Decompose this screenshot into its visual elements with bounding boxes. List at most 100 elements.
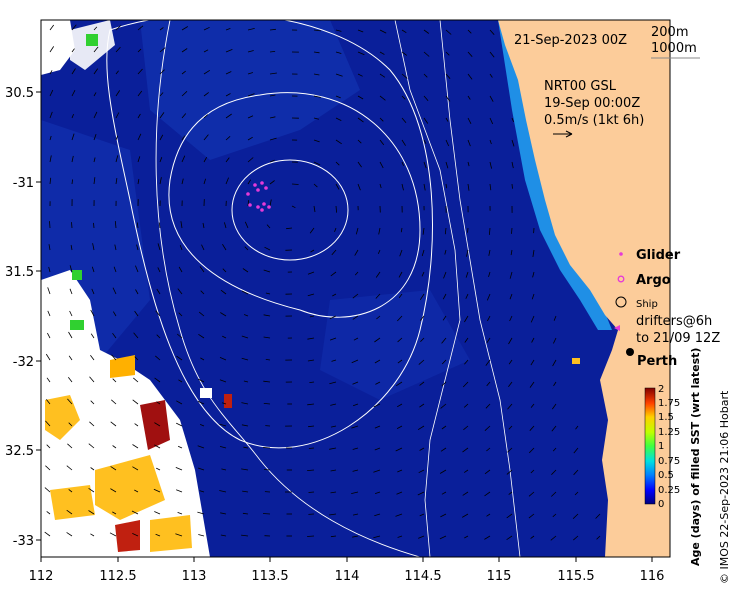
current-vector (203, 92, 209, 97)
current-vector (307, 337, 315, 340)
current-vector (357, 161, 362, 168)
current-vector (462, 381, 469, 388)
current-vector (423, 183, 426, 191)
current-vector (551, 469, 557, 475)
current-vector (112, 378, 117, 383)
current-vector (181, 178, 184, 185)
current-vector (444, 249, 447, 255)
current-vector (379, 183, 382, 189)
current-vector (508, 425, 513, 430)
current-vector (93, 157, 96, 163)
current-vector (115, 155, 119, 163)
current-vector (445, 51, 450, 56)
current-vector (199, 266, 205, 273)
current-vector (420, 337, 425, 342)
current-vector (529, 425, 535, 431)
current-vector (401, 139, 406, 146)
current-vector (66, 465, 73, 471)
current-vector (352, 403, 359, 407)
current-vector (400, 227, 403, 233)
current-vector (445, 117, 449, 122)
current-vector (49, 177, 52, 185)
current-vector (88, 510, 95, 515)
current-vector (175, 467, 183, 471)
current-vector (329, 381, 337, 385)
current-vector (45, 399, 51, 405)
current-vector (357, 51, 365, 56)
current-vector (352, 535, 359, 538)
current-vector (313, 95, 321, 98)
current-vector (528, 513, 535, 519)
current-vector (374, 425, 381, 429)
sea-level-contour (231, 159, 349, 261)
current-vector (49, 111, 53, 119)
current-vector (67, 443, 73, 449)
current-vector (467, 227, 469, 233)
current-vector (222, 243, 227, 251)
current-vector (330, 469, 337, 472)
current-vector (510, 249, 513, 256)
current-vector (313, 205, 316, 213)
current-vector (67, 398, 73, 405)
current-vector (445, 139, 450, 147)
current-vector (529, 381, 535, 388)
current-vector (134, 423, 139, 427)
current-vector (197, 445, 205, 449)
current-vector (530, 469, 535, 474)
current-vector (247, 28, 255, 31)
current-vector (463, 403, 469, 408)
current-vector (422, 227, 425, 235)
current-vector (132, 399, 139, 405)
current-vector (93, 92, 97, 97)
current-vector (177, 288, 183, 295)
current-vector (506, 535, 513, 541)
current-vector (112, 287, 117, 295)
current-vector (159, 177, 162, 185)
current-vector (156, 334, 161, 339)
current-vector (176, 400, 183, 405)
current-vector (373, 469, 381, 473)
current-vector (269, 116, 276, 119)
current-vector (67, 377, 73, 383)
current-vector (508, 337, 513, 345)
current-vector (242, 512, 249, 515)
current-vector (90, 533, 95, 537)
drifter-marker (614, 325, 620, 331)
current-vector (335, 73, 343, 77)
current-vector (156, 467, 161, 471)
current-vector (46, 511, 51, 515)
current-vector (489, 29, 495, 35)
current-vector (115, 90, 121, 97)
current-vector (484, 469, 491, 475)
current-vector (88, 487, 95, 493)
missing-data-region (41, 270, 210, 557)
current-vector (374, 359, 381, 364)
current-vector (132, 466, 139, 471)
current-vector (313, 183, 318, 188)
current-vector (313, 139, 320, 143)
current-vector (225, 93, 231, 97)
current-vector (330, 425, 337, 428)
current-vector (307, 535, 315, 537)
current-vector (357, 29, 364, 33)
colorbar-tick: 0 (658, 499, 664, 510)
current-vector (181, 70, 186, 75)
current-vector (49, 155, 52, 163)
current-vector (155, 533, 161, 537)
current-vector (69, 288, 73, 295)
current-vector (329, 315, 337, 320)
current-vector (484, 425, 491, 431)
current-vector (418, 535, 425, 539)
current-vector (243, 314, 249, 317)
current-vector (137, 133, 142, 141)
current-vector (262, 513, 271, 515)
current-vector (417, 491, 425, 496)
current-vector (68, 331, 73, 339)
isobath-1000m (394, 20, 461, 557)
current-vector (181, 155, 186, 163)
current-vector (71, 179, 73, 185)
current-vector (379, 139, 385, 146)
current-vector (465, 293, 469, 299)
current-vector (511, 139, 515, 147)
current-vector (176, 489, 183, 493)
